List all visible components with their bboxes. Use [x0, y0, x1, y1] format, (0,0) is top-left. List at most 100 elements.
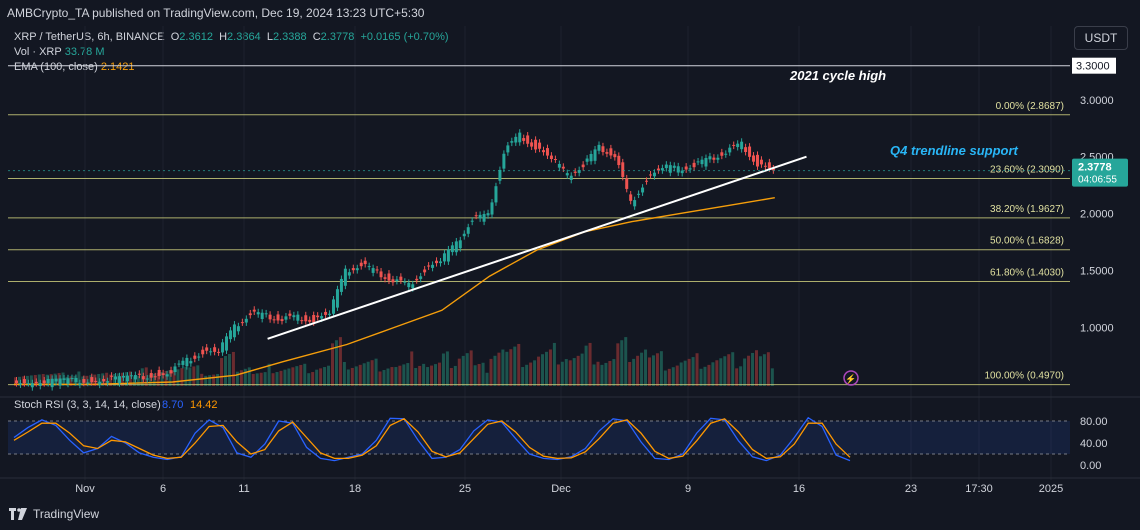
volume-bar	[493, 355, 497, 386]
price-tick: 1.5000	[1080, 266, 1114, 278]
volume-bar	[394, 367, 398, 386]
time-tick: Nov	[75, 483, 95, 495]
volume-bar	[319, 368, 323, 386]
candle-body	[565, 173, 569, 176]
symbol-name[interactable]: XRP / TetherUS, 6h, BINANCE	[14, 31, 165, 43]
volume-bar	[291, 367, 295, 386]
stoch-tick: 80.00	[1080, 416, 1108, 428]
volume-bar	[382, 369, 386, 386]
volume-bar	[548, 349, 552, 386]
candle-body	[387, 273, 391, 281]
volume-bar	[588, 342, 592, 386]
volume-bar	[437, 362, 441, 386]
candle-body	[62, 378, 66, 380]
candle-body	[724, 153, 728, 155]
candle-body	[395, 279, 399, 281]
candle-body	[716, 157, 720, 160]
volume-bar	[600, 364, 604, 386]
candle-body	[712, 157, 716, 160]
volume-bar	[727, 354, 731, 386]
volume-bar	[192, 366, 196, 386]
stoch-k-value: 8.70	[162, 399, 183, 411]
ema-value: 2.1421	[100, 61, 135, 73]
volume-bar	[461, 355, 465, 386]
volume-label[interactable]: Vol · XRP	[14, 46, 62, 58]
volume-bar	[473, 365, 477, 386]
candle-body	[54, 378, 58, 382]
volume-bar	[481, 362, 485, 386]
candle-body	[248, 313, 252, 316]
grid	[84, 26, 1052, 480]
volume-bar	[85, 375, 89, 386]
volume-bar	[196, 365, 200, 386]
volume-bar	[762, 354, 766, 386]
volume-bar	[386, 368, 390, 386]
candle-body	[232, 324, 236, 338]
candle-body	[415, 278, 419, 281]
candle-body	[759, 159, 763, 165]
candle-body	[145, 378, 149, 380]
volume-bar	[608, 361, 612, 386]
volume-bar	[287, 368, 291, 386]
time-axis[interactable]: Nov 6 11 18 25 Dec 9 16 23 17:30 2025	[0, 477, 1140, 495]
candle-body	[732, 144, 736, 146]
candle-body	[589, 153, 593, 162]
volume-bar	[239, 370, 243, 386]
candle-body	[133, 375, 137, 380]
candle-body	[15, 380, 18, 384]
candle-body	[538, 142, 542, 149]
candle-body	[181, 360, 185, 365]
candle-body	[240, 322, 244, 324]
fib-levels: 0.00% (2.8687) 23.60% (2.3090) 38.20% (1.9…	[8, 65, 1070, 386]
candle-body	[502, 153, 506, 169]
candle-body	[704, 157, 708, 167]
volume-bar	[667, 368, 671, 386]
ema-label[interactable]: EMA (100, close)	[14, 61, 98, 73]
volume-bar	[751, 352, 755, 386]
volume-bar	[243, 368, 247, 386]
candle-body	[649, 174, 652, 176]
candle-body	[165, 374, 169, 377]
fib-label: 38.20% (1.9627)	[990, 204, 1064, 215]
candle-body	[272, 319, 276, 321]
volume-bar	[715, 360, 719, 386]
close-value: 2.3778	[320, 31, 355, 43]
volume-bar	[156, 372, 160, 386]
candle-body	[470, 220, 474, 222]
volume-bars	[14, 337, 774, 386]
volume-bar	[315, 369, 319, 386]
candle-body	[110, 375, 114, 377]
volume-bar	[525, 364, 529, 386]
volume-bar	[358, 364, 362, 386]
candle-body	[363, 260, 367, 265]
candle-body	[720, 152, 724, 156]
volume-bar	[263, 372, 267, 386]
candle-body	[522, 138, 526, 141]
ema-row: EMA (100, close) 2.1421	[14, 60, 449, 75]
currency-button[interactable]: USDT	[1074, 26, 1128, 50]
volume-bar	[271, 373, 275, 386]
volume-bar	[533, 360, 537, 386]
volume-bar	[97, 373, 101, 386]
candle-body	[601, 146, 605, 153]
candle-body	[510, 141, 514, 143]
volume-bar	[299, 364, 303, 386]
volume-bar	[509, 349, 513, 386]
volume-bar	[675, 365, 679, 386]
candle-body	[542, 150, 546, 153]
trendline[interactable]	[267, 155, 807, 340]
volume-bar	[180, 368, 184, 386]
volume-bar	[307, 373, 311, 386]
volume-bar	[624, 337, 628, 386]
volume-bar	[560, 361, 564, 386]
candle-body	[225, 336, 229, 351]
candle-body	[66, 378, 70, 384]
volume-bar	[441, 353, 445, 386]
volume-bar	[711, 362, 715, 386]
volume-bar	[208, 375, 212, 386]
change-value: +0.0165 (+0.70%)	[360, 31, 449, 43]
price-axis[interactable]: 3.00002.50002.00001.50001.00003.30002.37…	[8, 57, 1128, 335]
candle-body	[161, 373, 165, 376]
low-label: L	[266, 31, 273, 43]
